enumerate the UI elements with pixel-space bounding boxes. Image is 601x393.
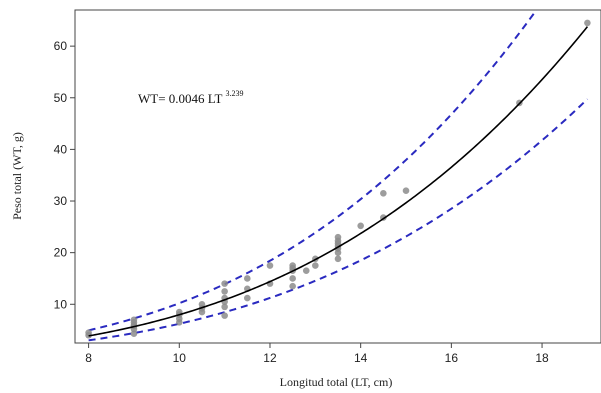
y-axis-label: Peso total (WT, g) bbox=[10, 132, 24, 220]
y-tick-label: 10 bbox=[54, 297, 68, 311]
prediction-bands bbox=[88, 10, 589, 342]
data-point bbox=[85, 329, 92, 336]
data-point bbox=[402, 187, 410, 194]
lower-band-line bbox=[88, 98, 589, 342]
data-point bbox=[130, 330, 138, 338]
x-tick-label: 18 bbox=[535, 351, 549, 365]
data-point bbox=[312, 262, 319, 269]
fit-curve bbox=[88, 26, 589, 337]
data-point bbox=[289, 275, 296, 282]
y-tick-label: 40 bbox=[54, 142, 68, 156]
data-point bbox=[221, 303, 228, 311]
equation-base: WT= 0.0046 LT bbox=[138, 91, 223, 106]
data-point bbox=[130, 316, 138, 324]
x-tick-label: 10 bbox=[173, 351, 187, 365]
x-tick-label: 12 bbox=[263, 351, 277, 365]
y-tick-label: 50 bbox=[54, 91, 68, 105]
data-point bbox=[289, 282, 296, 290]
plot-frame bbox=[74, 9, 601, 344]
upper-band-line bbox=[88, 10, 538, 332]
y-tick-label: 30 bbox=[54, 194, 68, 208]
data-point bbox=[244, 275, 251, 282]
x-axis-label: Longitud total (LT, cm) bbox=[280, 375, 393, 389]
data-point bbox=[244, 294, 251, 302]
data-point bbox=[380, 189, 387, 197]
fit-curve-group bbox=[88, 26, 589, 337]
x-tick-label: 8 bbox=[85, 351, 92, 365]
data-point bbox=[357, 222, 364, 230]
data-point bbox=[221, 288, 228, 295]
x-tick-label: 16 bbox=[445, 351, 459, 365]
y-tick-label: 20 bbox=[54, 246, 68, 260]
equation-annotation: WT= 0.0046 LT 3.239 bbox=[138, 89, 244, 106]
data-point bbox=[584, 19, 591, 27]
axis-ticks: 8 10 12 14 16 18 10 20 30 40 50 60 bbox=[54, 39, 549, 365]
data-point bbox=[266, 262, 274, 269]
y-tick-label: 60 bbox=[54, 39, 68, 53]
data-point bbox=[221, 280, 228, 287]
x-tick-label: 14 bbox=[354, 351, 368, 365]
data-point bbox=[221, 312, 228, 319]
data-point bbox=[198, 300, 206, 308]
equation-exponent: 3.239 bbox=[226, 89, 244, 98]
data-point bbox=[302, 267, 310, 275]
data-point bbox=[289, 262, 296, 269]
data-point bbox=[334, 233, 342, 241]
data-point bbox=[334, 255, 342, 263]
